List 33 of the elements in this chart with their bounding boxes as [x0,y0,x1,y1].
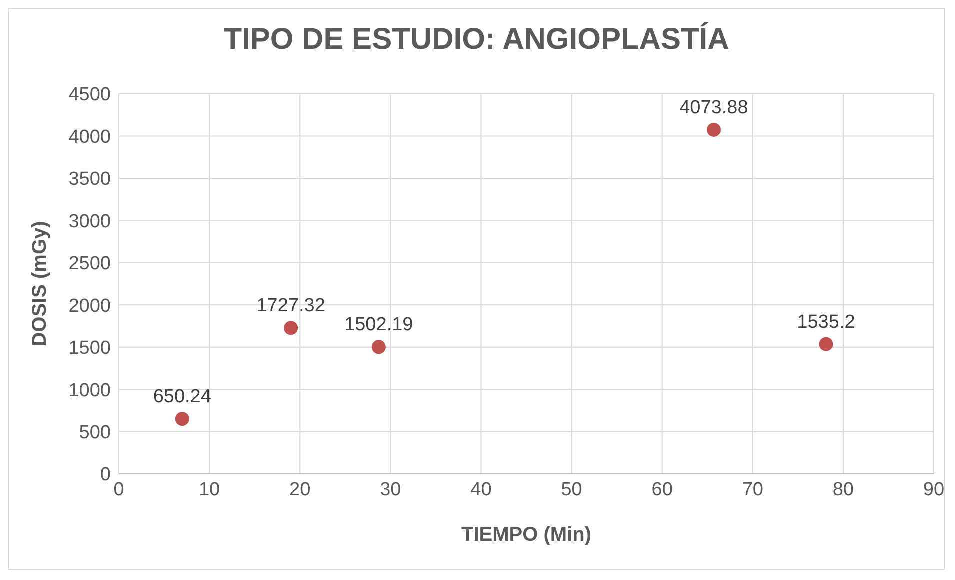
x-axis-title: TIEMPO (Min) [462,524,592,546]
x-tick-label: 10 [198,479,220,500]
point [819,337,834,352]
y-tick-label: 2500 [68,254,111,275]
y-tick-label: 3500 [68,169,111,190]
data-label: 1535.2 [797,312,856,333]
point [372,340,386,354]
x-tick-label: 70 [742,479,764,500]
y-tick-label: 3000 [68,211,111,232]
x-tick-label: 50 [561,479,582,500]
data-label: 1727.32 [256,296,326,317]
y-tick-label: 500 [79,422,111,444]
data-label: 650.24 [153,386,212,408]
x-tick-label: 0 [114,479,124,500]
x-tick-label: 90 [923,479,945,500]
x-tick-label: 60 [652,479,673,500]
x-tick-label: 20 [290,479,311,500]
chart-title: TIPO DE ESTUDIO: ANGIOPLASTÍA [222,23,730,57]
y-tick-label: 4500 [68,84,111,106]
y-tick-label: 4000 [68,126,111,148]
y-tick-label: 0 [100,464,111,486]
point [175,412,190,426]
y-tick-label: 1000 [68,380,111,402]
x-tick-label: 30 [380,479,402,500]
y-axis-title: DOSIS (mGy) [29,221,52,347]
data-label: 1502.19 [344,314,414,336]
point [284,321,298,336]
y-tick-label: 1500 [68,338,111,360]
data-label: 4073.88 [680,97,748,118]
y-tick-label: 2000 [68,296,111,317]
x-tick-label: 80 [832,479,854,500]
x-tick-label: 40 [470,479,492,500]
point [706,122,721,137]
